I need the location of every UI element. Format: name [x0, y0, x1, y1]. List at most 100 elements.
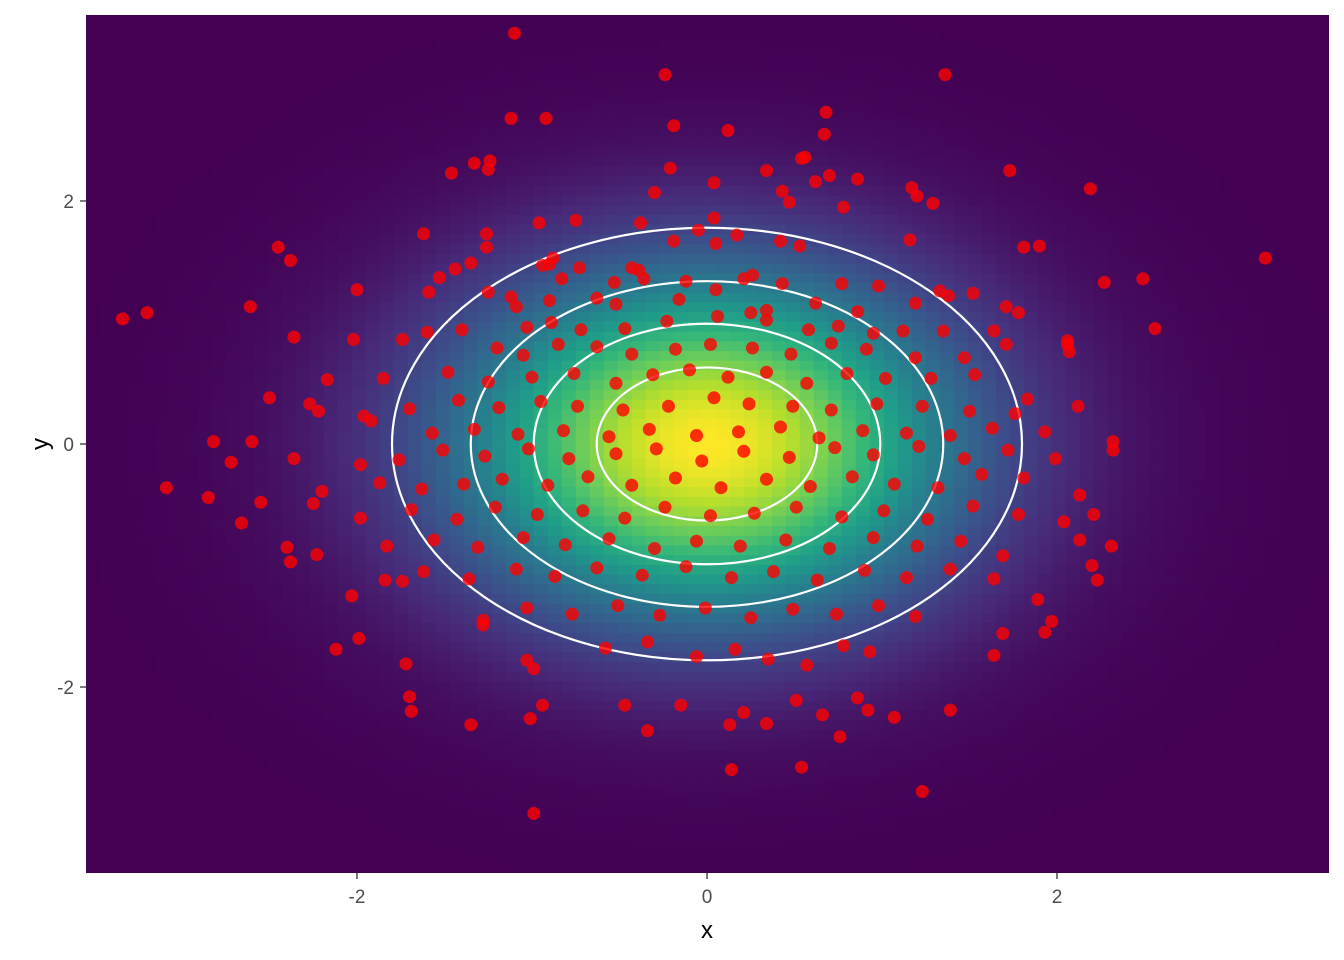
heatmap-cell: [449, 29, 465, 40]
heatmap-cell: [127, 369, 143, 381]
heatmap-cell: [253, 262, 269, 274]
heatmap-cell: [379, 165, 395, 177]
heatmap-cell: [561, 311, 577, 322]
heatmap-cell: [855, 272, 871, 283]
heatmap-cell: [631, 554, 647, 565]
heatmap-cell: [323, 748, 339, 760]
heatmap-cell: [477, 136, 493, 147]
heatmap-cell: [127, 214, 143, 225]
heatmap-cell: [407, 214, 423, 225]
heatmap-cell: [239, 39, 255, 50]
heatmap-cell: [113, 535, 129, 546]
heatmap-cell: [477, 428, 493, 439]
heatmap-cell: [799, 389, 815, 400]
heatmap-cell: [477, 826, 493, 838]
heatmap-cell: [771, 369, 787, 381]
heatmap-cell: [631, 360, 647, 371]
heatmap-cell: [477, 768, 493, 779]
heatmap-cell: [281, 58, 297, 70]
heatmap-cell: [519, 632, 535, 643]
heatmap-cell: [463, 855, 479, 867]
heatmap-cell: [743, 107, 759, 118]
heatmap-cell: [813, 39, 829, 50]
heatmap-cell: [113, 340, 129, 352]
heatmap-cell: [519, 428, 535, 439]
heatmap-cell: [393, 243, 409, 254]
heatmap-cell: [519, 855, 535, 867]
heatmap-cell: [99, 642, 115, 653]
heatmap-cell: [701, 408, 717, 420]
heatmap-cell: [547, 146, 563, 157]
heatmap-cell: [141, 447, 157, 458]
heatmap-cell: [253, 544, 269, 556]
heatmap-cell: [253, 253, 269, 264]
heatmap-cell: [659, 525, 675, 536]
heatmap-cell: [99, 476, 115, 488]
heatmap-cell: [267, 632, 283, 643]
heatmap-cell: [701, 661, 717, 672]
heatmap-cell: [155, 88, 171, 99]
heatmap-cell: [729, 729, 745, 740]
heatmap-cell: [295, 661, 311, 672]
heatmap-cell: [701, 554, 717, 565]
heatmap-cell: [477, 418, 493, 429]
heatmap-cell: [141, 19, 157, 31]
heatmap-cell: [547, 797, 563, 808]
heatmap-cell: [86, 204, 101, 215]
heatmap-cell: [855, 301, 871, 313]
heatmap-cell: [351, 292, 367, 303]
heatmap-cell: [183, 185, 199, 196]
heatmap-cell: [337, 224, 353, 235]
heatmap-cell: [547, 194, 563, 206]
heatmap-cell: [715, 787, 731, 799]
heatmap-cell: [477, 797, 493, 808]
heatmap-cell: [519, 204, 535, 215]
heatmap-cell: [477, 739, 493, 750]
heatmap-cell: [183, 719, 199, 731]
heatmap-cell: [715, 505, 731, 517]
heatmap-cell: [351, 272, 367, 283]
heatmap-cell: [309, 379, 325, 390]
heatmap-cell: [183, 525, 199, 536]
heatmap-cell: [393, 710, 409, 721]
heatmap-cell: [211, 331, 227, 342]
heatmap-cell: [435, 651, 451, 663]
heatmap-cell: [99, 253, 115, 264]
heatmap-cell: [715, 564, 731, 575]
heatmap-cell: [309, 515, 325, 526]
heatmap-cell: [575, 457, 591, 468]
heatmap-cell: [659, 836, 675, 847]
heatmap-cell: [491, 243, 507, 254]
heatmap-cell: [491, 719, 507, 731]
heatmap-cell: [267, 457, 283, 468]
heatmap-cell: [743, 194, 759, 206]
heatmap-cell: [99, 700, 115, 711]
heatmap-cell: [99, 797, 115, 808]
heatmap-cell: [477, 603, 493, 614]
heatmap-cell: [351, 583, 367, 595]
heatmap-cell: [855, 467, 871, 478]
heatmap-cell: [785, 272, 801, 283]
heatmap-cell: [197, 846, 213, 857]
heatmap-cell: [673, 719, 689, 731]
heatmap-cell: [617, 447, 633, 458]
heatmap-cell: [211, 632, 227, 643]
heatmap-cell: [86, 525, 101, 536]
heatmap-cell: [407, 253, 423, 264]
heatmap-cell: [239, 807, 255, 818]
heatmap-cell: [253, 535, 269, 546]
heatmap-cell: [239, 97, 255, 109]
heatmap-cell: [211, 612, 227, 624]
heatmap-cell: [169, 476, 185, 488]
heatmap-cell: [86, 612, 101, 624]
heatmap-cell: [841, 379, 857, 390]
heatmap-cell: [267, 58, 283, 70]
heatmap-cell: [575, 292, 591, 303]
heatmap-cell: [449, 729, 465, 740]
heatmap-cell: [379, 88, 395, 99]
heatmap-cell: [757, 282, 773, 293]
heatmap-cell: [589, 710, 605, 721]
heatmap-cell: [575, 544, 591, 556]
heatmap-cell: [407, 846, 423, 857]
heatmap-cell: [701, 399, 717, 410]
